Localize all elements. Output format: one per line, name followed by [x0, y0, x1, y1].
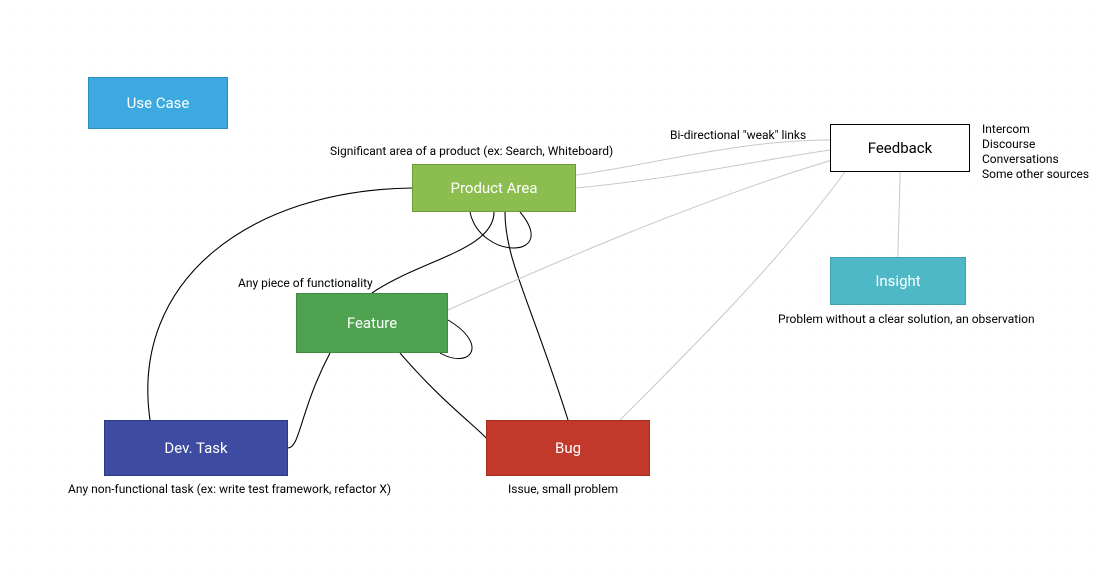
caption-dev-task: Any non-functional task (ex: write test … [68, 482, 391, 497]
node-label: Bug [555, 439, 581, 457]
diagram-canvas: Use Case Product Area Feature Dev. Task … [0, 0, 1100, 577]
caption-feedback-src-2: Discourse [982, 137, 1035, 152]
caption-insight: Problem without a clear solution, an obs… [778, 312, 1035, 327]
node-label: Feature [347, 314, 397, 332]
caption-product-area: Significant area of a product (ex: Searc… [330, 144, 613, 159]
node-label: Dev. Task [164, 439, 227, 457]
node-insight[interactable]: Insight [830, 257, 966, 305]
node-product-area[interactable]: Product Area [412, 164, 576, 212]
caption-feedback-src-3: Conversations [982, 152, 1059, 167]
caption-feature: Any piece of functionality [238, 276, 373, 291]
caption-feedback-src-4: Some other sources [982, 167, 1089, 182]
node-feature[interactable]: Feature [296, 293, 448, 353]
node-use-case[interactable]: Use Case [88, 77, 228, 129]
caption-weak-links: Bi-directional "weak" links [670, 128, 806, 143]
caption-feedback-src-1: Intercom [982, 122, 1030, 137]
node-label: Feedback [868, 139, 933, 157]
node-label: Insight [875, 272, 920, 290]
node-bug[interactable]: Bug [486, 420, 650, 476]
node-label: Use Case [127, 94, 190, 112]
node-feedback[interactable]: Feedback [830, 124, 970, 172]
node-label: Product Area [450, 179, 537, 197]
caption-bug: Issue, small problem [508, 482, 618, 497]
node-dev-task[interactable]: Dev. Task [104, 420, 288, 476]
